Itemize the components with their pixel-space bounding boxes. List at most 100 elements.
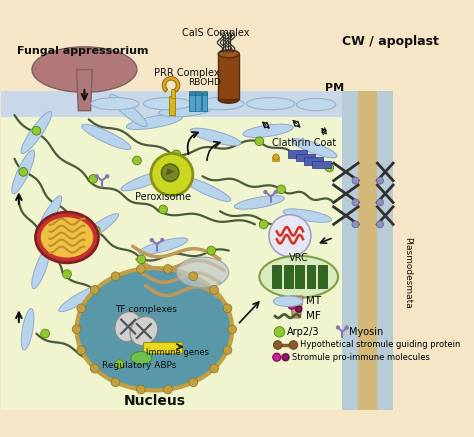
- Circle shape: [274, 190, 278, 194]
- Ellipse shape: [127, 114, 182, 129]
- Bar: [201, 91, 207, 95]
- Circle shape: [164, 265, 172, 274]
- Circle shape: [273, 353, 281, 361]
- Circle shape: [282, 354, 289, 361]
- Circle shape: [289, 340, 298, 349]
- Circle shape: [273, 340, 282, 349]
- Circle shape: [41, 329, 49, 338]
- Ellipse shape: [131, 351, 152, 364]
- Circle shape: [72, 325, 81, 333]
- Text: Immune genes: Immune genes: [146, 348, 209, 357]
- Bar: [312, 160, 331, 168]
- Circle shape: [376, 177, 383, 184]
- Text: PM: PM: [325, 83, 344, 93]
- Text: TF complexes: TF complexes: [115, 305, 177, 314]
- Circle shape: [94, 174, 99, 178]
- Bar: [218, 54, 239, 99]
- Ellipse shape: [37, 196, 62, 236]
- Bar: [195, 91, 201, 95]
- Circle shape: [91, 285, 99, 294]
- Ellipse shape: [82, 125, 131, 149]
- Bar: [143, 342, 182, 353]
- Circle shape: [210, 285, 219, 294]
- Ellipse shape: [196, 97, 244, 110]
- Bar: [284, 265, 292, 288]
- Bar: [296, 153, 315, 161]
- Circle shape: [115, 360, 124, 368]
- Ellipse shape: [283, 209, 331, 222]
- Circle shape: [137, 385, 145, 394]
- Circle shape: [77, 304, 86, 313]
- Ellipse shape: [91, 97, 139, 110]
- Ellipse shape: [130, 316, 158, 346]
- Circle shape: [105, 174, 109, 178]
- Ellipse shape: [121, 170, 170, 191]
- Ellipse shape: [296, 98, 336, 111]
- Circle shape: [223, 304, 232, 313]
- Circle shape: [159, 205, 167, 214]
- Bar: [195, 93, 201, 111]
- Ellipse shape: [273, 154, 279, 160]
- Circle shape: [160, 238, 164, 242]
- Circle shape: [352, 199, 359, 206]
- Bar: [201, 93, 207, 111]
- Circle shape: [91, 364, 99, 373]
- Circle shape: [352, 177, 359, 184]
- Ellipse shape: [21, 309, 34, 350]
- Ellipse shape: [218, 50, 239, 58]
- Bar: [304, 157, 323, 165]
- Ellipse shape: [21, 111, 52, 153]
- Text: RBOHD: RBOHD: [188, 78, 220, 87]
- Bar: [318, 265, 327, 288]
- Ellipse shape: [259, 256, 338, 298]
- Circle shape: [150, 238, 154, 242]
- Text: MF: MF: [306, 311, 320, 321]
- Bar: [295, 265, 304, 288]
- Text: Plasmodesmata: Plasmodesmata: [403, 236, 412, 308]
- Polygon shape: [166, 168, 174, 175]
- Circle shape: [164, 385, 172, 394]
- Text: CW / apoplast: CW / apoplast: [342, 35, 439, 48]
- Circle shape: [133, 156, 141, 165]
- Text: MT: MT: [306, 296, 321, 306]
- Circle shape: [189, 378, 198, 387]
- Ellipse shape: [234, 196, 284, 209]
- Ellipse shape: [36, 212, 99, 263]
- Ellipse shape: [176, 257, 229, 288]
- Circle shape: [210, 364, 219, 373]
- Circle shape: [259, 220, 268, 229]
- Ellipse shape: [246, 97, 295, 110]
- Ellipse shape: [243, 124, 293, 137]
- Circle shape: [111, 378, 120, 387]
- Text: Peroxisome: Peroxisome: [135, 192, 191, 202]
- Circle shape: [269, 215, 311, 257]
- Circle shape: [207, 246, 216, 255]
- Circle shape: [325, 163, 334, 172]
- Circle shape: [255, 137, 264, 146]
- Text: Arp2/3: Arp2/3: [287, 327, 320, 337]
- Ellipse shape: [183, 177, 231, 201]
- Bar: [171, 89, 174, 97]
- Circle shape: [111, 272, 120, 281]
- Ellipse shape: [138, 238, 188, 254]
- Text: Stromule pro-immune molecules: Stromule pro-immune molecules: [292, 353, 429, 362]
- Bar: [190, 91, 195, 95]
- Text: PRR Complex: PRR Complex: [155, 68, 220, 78]
- Circle shape: [151, 153, 193, 195]
- Circle shape: [32, 126, 41, 135]
- Text: Myosin: Myosin: [349, 327, 383, 337]
- Bar: [393, 28, 416, 410]
- Circle shape: [161, 164, 179, 181]
- Ellipse shape: [218, 95, 239, 103]
- Circle shape: [63, 270, 71, 278]
- Ellipse shape: [190, 128, 241, 146]
- Text: Nucleus: Nucleus: [123, 394, 185, 408]
- Bar: [190, 93, 195, 111]
- Ellipse shape: [144, 97, 191, 110]
- Circle shape: [137, 255, 146, 264]
- Circle shape: [172, 150, 181, 159]
- Ellipse shape: [292, 139, 337, 158]
- Circle shape: [89, 174, 98, 183]
- Circle shape: [376, 221, 383, 228]
- Ellipse shape: [115, 312, 142, 342]
